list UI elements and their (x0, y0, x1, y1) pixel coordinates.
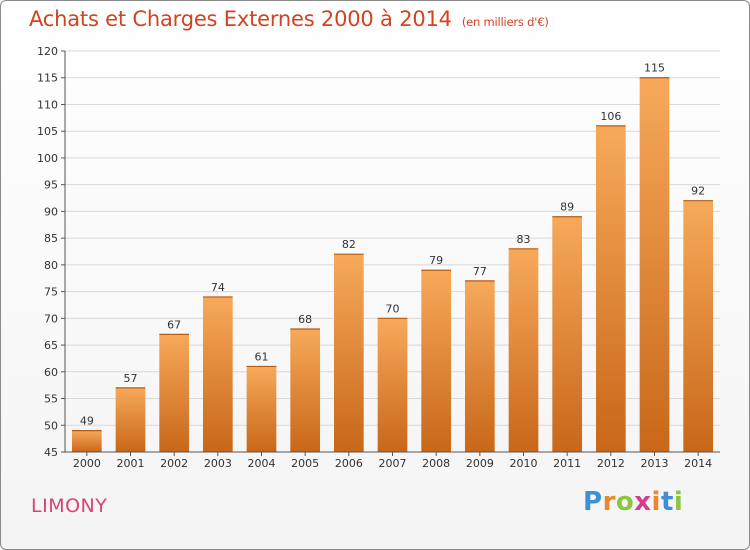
y-tick-label: 120 (37, 45, 58, 58)
y-tick-label: 65 (44, 339, 58, 352)
data-label: 57 (124, 372, 138, 385)
bar (290, 329, 321, 452)
x-tick-label: 2004 (248, 457, 276, 470)
y-tick-label: 80 (44, 259, 58, 272)
x-tick-label: 2012 (597, 457, 625, 470)
bar (552, 216, 583, 452)
bar (71, 430, 102, 452)
x-tick-label: 2010 (510, 457, 538, 470)
bar (159, 334, 190, 452)
x-axis-ticks: 2000 2001 2002 2003 2004 2005 2006 2007 2008 2009… (73, 452, 712, 470)
bar (421, 270, 452, 452)
x-tick-label: 2002 (160, 457, 188, 470)
x-tick-label: 2003 (204, 457, 232, 470)
data-label: 61 (255, 350, 269, 363)
x-tick-label: 2009 (466, 457, 494, 470)
proxiti-logo: Proxiti (583, 487, 683, 517)
bar (333, 254, 364, 452)
bars: 49 57 67 74 61 68 82 70 79 77 83 89 106 115 92 (71, 62, 714, 452)
y-tick-label: 95 (44, 179, 58, 192)
chart-title-text: Achats et Charges Externes 2000 à 2014 (29, 7, 452, 31)
chart-subtitle: (en milliers d'€) (461, 15, 549, 29)
bar (202, 296, 233, 452)
y-axis-ticks: 45 50 55 60 65 70 75 80 85 90 95 100 105 110 115 120 (37, 45, 65, 459)
x-tick-label: 2011 (553, 457, 581, 470)
y-tick-label: 45 (44, 446, 58, 459)
data-label: 89 (560, 201, 574, 214)
chart-title: Achats et Charges Externes 2000 à 2014 (e… (29, 7, 549, 31)
x-tick-label: 2013 (641, 457, 669, 470)
y-tick-label: 100 (37, 152, 58, 165)
logo-letter: i (651, 487, 661, 517)
data-label: 115 (644, 62, 665, 75)
bar (508, 248, 539, 452)
logo-letter: i (673, 487, 684, 517)
logo-letter: t (660, 487, 674, 517)
bar (639, 77, 670, 452)
x-tick-label: 2005 (291, 457, 319, 470)
y-tick-label: 110 (37, 98, 58, 111)
bar (115, 387, 146, 452)
y-tick-label: 55 (44, 393, 58, 406)
y-tick-label: 75 (44, 286, 58, 299)
bar (464, 280, 495, 452)
data-label: 79 (429, 254, 443, 267)
data-label: 83 (517, 233, 531, 246)
x-tick-label: 2014 (684, 457, 712, 470)
bar (246, 366, 277, 452)
y-tick-label: 85 (44, 232, 58, 245)
data-label: 106 (600, 110, 621, 123)
y-tick-label: 115 (37, 72, 58, 85)
data-label: 70 (386, 302, 400, 315)
bar (595, 125, 626, 452)
logo-letter: o (615, 487, 635, 517)
y-tick-label: 50 (44, 419, 58, 432)
y-tick-label: 90 (44, 205, 58, 218)
logo-letter: P (583, 487, 603, 517)
x-tick-label: 2008 (422, 457, 450, 470)
data-label: 92 (691, 185, 705, 198)
y-tick-label: 70 (44, 312, 58, 325)
data-label: 68 (298, 313, 312, 326)
x-tick-label: 2001 (117, 457, 145, 470)
data-label: 49 (80, 415, 94, 428)
x-tick-label: 2007 (379, 457, 407, 470)
y-tick-label: 105 (37, 125, 58, 138)
data-label: 67 (167, 318, 181, 331)
data-label: 74 (211, 281, 225, 294)
bar (377, 318, 408, 452)
logo-letter: r (602, 487, 616, 517)
town-name: LIMONY (31, 495, 108, 517)
data-label: 82 (342, 238, 356, 251)
logo-letter: x (634, 487, 652, 517)
bar (683, 200, 714, 452)
x-tick-label: 2006 (335, 457, 363, 470)
y-tick-label: 60 (44, 366, 58, 379)
data-label: 77 (473, 265, 487, 278)
x-tick-label: 2000 (73, 457, 101, 470)
axes (64, 51, 720, 453)
